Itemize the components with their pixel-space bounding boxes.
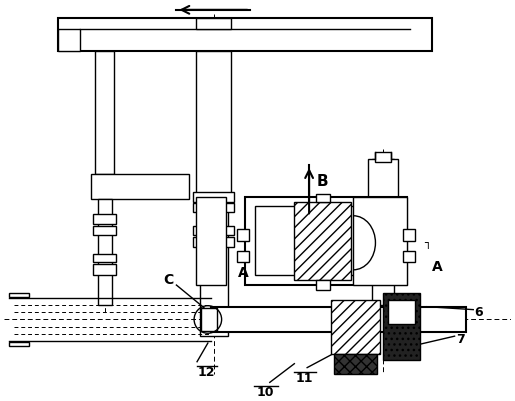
Bar — [211, 307, 467, 332]
Bar — [93, 226, 116, 235]
Bar — [193, 192, 234, 202]
Bar — [375, 265, 391, 273]
Bar — [196, 51, 231, 194]
Text: A: A — [432, 260, 443, 274]
Bar — [375, 275, 391, 283]
Bar — [9, 342, 29, 346]
Bar — [388, 300, 415, 324]
Bar — [316, 280, 330, 290]
Text: B: B — [317, 174, 329, 189]
Bar — [196, 196, 226, 285]
Bar — [403, 251, 415, 262]
Bar — [403, 229, 415, 241]
Text: 11: 11 — [296, 372, 313, 385]
Bar — [375, 152, 391, 162]
Bar — [372, 159, 393, 305]
Text: 6: 6 — [474, 306, 483, 319]
Bar — [193, 203, 234, 212]
Bar — [59, 18, 432, 51]
Bar — [365, 229, 401, 238]
Bar — [93, 264, 116, 275]
Bar — [200, 51, 228, 336]
Bar — [95, 51, 114, 174]
Bar — [245, 196, 407, 285]
Bar — [59, 30, 80, 51]
Bar — [331, 300, 380, 354]
Bar — [237, 251, 249, 262]
Bar — [383, 293, 420, 360]
Bar — [255, 207, 373, 275]
Bar — [237, 229, 249, 241]
Bar — [365, 218, 401, 227]
Text: ┐: ┐ — [424, 239, 431, 249]
Bar — [316, 194, 330, 202]
Bar — [196, 18, 231, 30]
Bar — [93, 214, 116, 224]
Bar — [91, 174, 189, 198]
Bar — [368, 159, 398, 218]
Text: A: A — [238, 266, 249, 280]
Bar — [93, 253, 116, 262]
Bar — [193, 226, 234, 235]
Text: 10: 10 — [256, 386, 273, 399]
Bar — [334, 354, 377, 373]
Bar — [9, 293, 29, 297]
Bar — [201, 308, 217, 331]
Bar — [353, 196, 407, 285]
Bar — [193, 237, 234, 247]
Bar — [98, 198, 112, 305]
Bar — [295, 202, 351, 280]
Text: 12: 12 — [197, 366, 215, 379]
Text: 7: 7 — [456, 332, 465, 346]
Text: C: C — [163, 273, 174, 287]
